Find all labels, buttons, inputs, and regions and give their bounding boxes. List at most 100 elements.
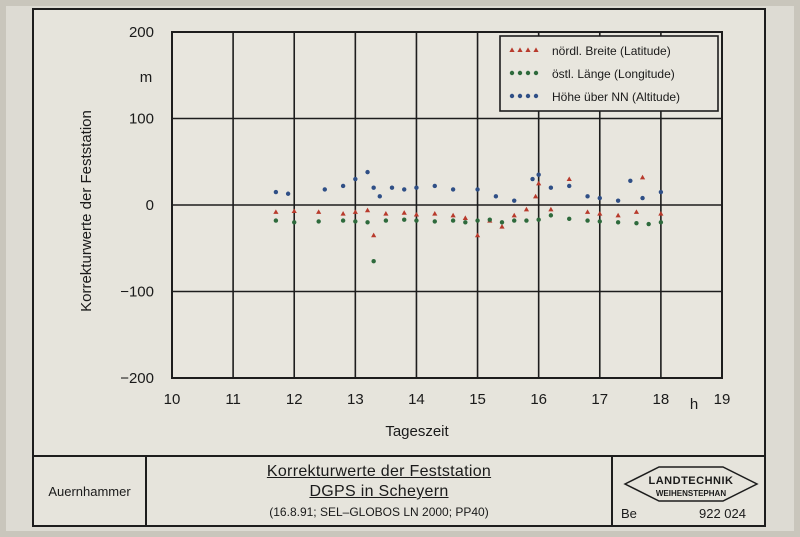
data-point [658,211,664,216]
x-tick-label: 18 [653,391,670,408]
data-point [597,211,603,216]
title-subtitle: (16.8.91; SEL–GLOBOS LN 2000; PP40) [269,505,489,519]
y-tick-label: 0 [146,197,154,214]
data-point [512,198,517,203]
data-point [548,213,554,218]
x-tick-label: 11 [225,391,241,408]
data-point [524,218,529,223]
title-line-1: Korrekturwerte der Feststation [266,463,492,480]
x-tick-label: 13 [347,391,364,408]
data-point [487,217,492,222]
legend-item: Höhe über NN (Altitude) [509,90,680,104]
data-point [658,189,664,195]
data-point [285,191,291,196]
data-point [402,217,407,222]
data-point [525,70,531,76]
data-point [533,93,539,99]
data-point [548,185,554,190]
legend: nördl. Breite (Latitude) östl. Länge (Lon… [499,35,719,112]
data-point [536,217,541,222]
data-point [462,215,468,220]
data-point [512,218,517,223]
data-point [273,218,279,223]
data-point [414,218,419,223]
data-point [530,176,535,182]
data-point [401,210,407,215]
legend-label: Höhe über NN (Altitude) [552,90,680,104]
data-point [639,174,646,180]
legend-item: östl. Länge (Longitude) [509,67,675,81]
data-point [353,219,358,224]
x-tick-label: 16 [530,391,547,408]
data-point [566,176,572,182]
data-point [509,93,515,99]
data-point [517,70,523,76]
data-point [536,180,542,186]
data-point [371,259,376,264]
title-block: Auernhammer Korrekturwerte der Feststati… [32,455,766,527]
x-tick-label: 17 [591,391,608,408]
data-point [523,206,530,212]
logo-bottom-text: WEIHENSTEPHAN [655,489,727,498]
x-tick-label: 15 [469,391,486,408]
data-point [536,172,541,177]
legend-item: nördl. Breite (Latitude) [509,44,671,58]
data-point [475,218,480,223]
data-point [493,194,499,199]
data-point [352,209,358,214]
data-point [291,208,297,214]
data-point [615,212,621,218]
drawing-number: 922 024 [699,506,746,521]
data-point [533,70,539,76]
data-point [383,211,389,216]
data-point [414,185,419,190]
data-point [509,70,515,76]
y-tick-label: 100 [129,111,154,128]
data-point [432,211,438,216]
data-point [525,47,531,52]
data-point [383,218,389,223]
data-point [517,93,523,99]
chart-marks [273,169,664,264]
x-tick-label: 19 [714,391,731,408]
logo-diamond-icon [623,466,759,502]
data-point [340,211,346,216]
drawing-code: Be [621,506,637,521]
data-point [402,187,407,192]
y-tick-label: 200 [129,24,154,41]
author-cell: Auernhammer [34,457,147,525]
x-unit-label: h [690,396,698,413]
x-tick-label: 14 [408,391,425,408]
data-point [567,183,572,189]
data-point [365,220,370,225]
data-point [273,209,279,214]
legend-label: östl. Länge (Longitude) [552,67,675,81]
y-tick-label: −100 [120,284,154,301]
data-point [389,185,395,190]
data-point [517,47,523,52]
x-tick-label: 12 [286,391,303,408]
data-point [585,194,590,199]
data-point [371,185,376,190]
data-point [585,218,590,223]
data-point [509,47,515,52]
data-point [365,169,370,175]
data-point [353,176,358,182]
data-point [511,212,517,218]
title-line-2: DGPS in Scheyern [309,483,449,500]
data-point [316,209,322,214]
series-2 [273,169,664,203]
data-point [340,218,346,223]
data-point [597,195,602,201]
x-axis-label: Tageszeit [385,423,449,440]
data-point [292,220,297,225]
series-1 [273,213,664,264]
data-point [463,220,468,225]
chart-tick-labels: 10 11 12 13 14 15 16 17 18 19 200 100 0 −100 −200 [120,24,730,408]
data-point [584,209,591,214]
data-point [633,209,640,214]
data-point [316,219,321,224]
data-point [597,219,602,224]
data-point [364,207,371,213]
